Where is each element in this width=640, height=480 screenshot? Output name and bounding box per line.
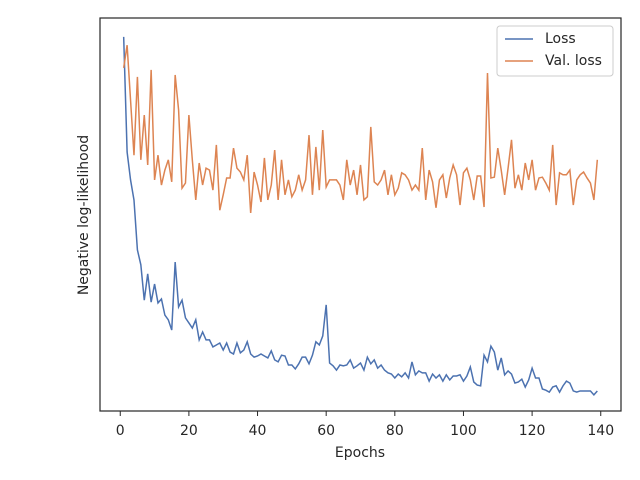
x-tick-label: 60 [317, 423, 335, 439]
x-axis-label: Epochs [335, 445, 385, 461]
x-tick-label: 20 [180, 423, 198, 439]
legend-label: Loss [545, 31, 576, 47]
y-axis-label: Negative log-likelihood [76, 135, 92, 295]
plot-frame [99, 17, 622, 412]
series-line [122, 45, 599, 213]
series-line [122, 36, 598, 397]
x-tick-label: 120 [519, 423, 546, 439]
x-tick-label: 140 [587, 423, 614, 439]
x-tick-label: 0 [116, 423, 125, 439]
legend-label: Val. loss [545, 53, 602, 69]
x-tick-label: 80 [386, 423, 404, 439]
x-tick-label: 100 [450, 423, 477, 439]
x-tick-label: 40 [249, 423, 267, 439]
